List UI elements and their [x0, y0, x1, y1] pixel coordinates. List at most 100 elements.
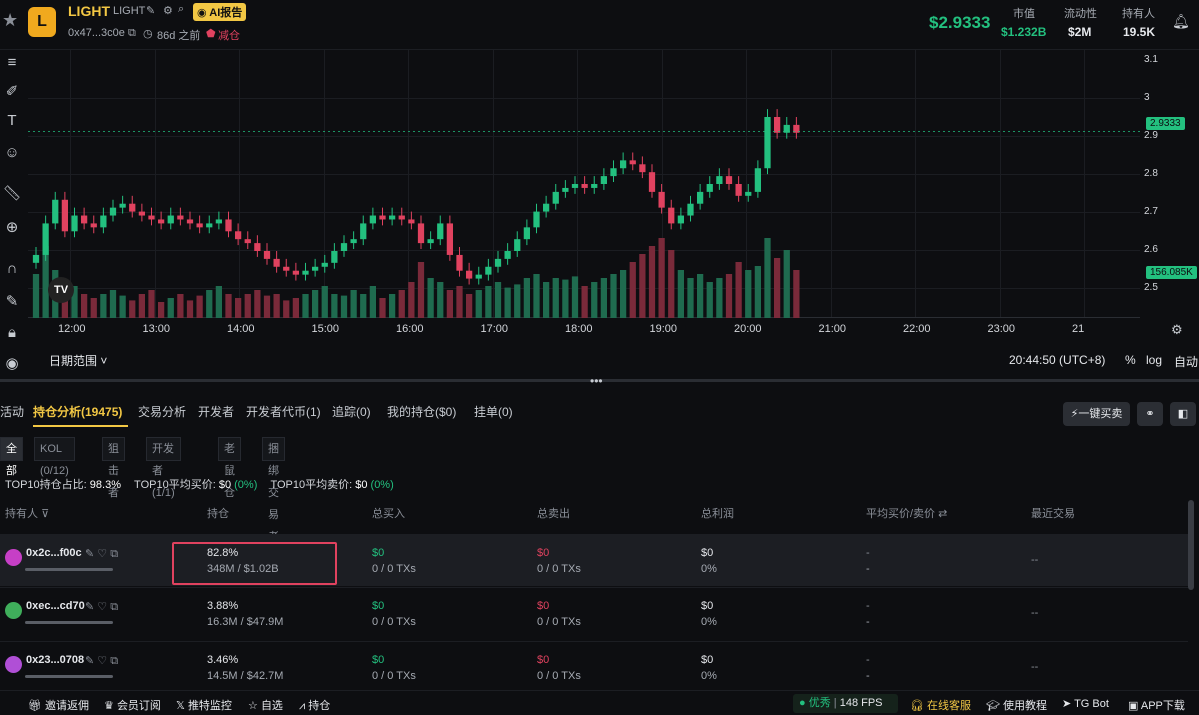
volume-bar: [437, 282, 444, 318]
tab-dev-tokens[interactable]: 开发者代币(1): [246, 405, 321, 419]
invite-link[interactable]: 🎁︎ 邀请返佣: [28, 697, 89, 713]
volume-bar: [109, 290, 117, 318]
volume-bar: [533, 274, 540, 318]
volume-bar: [254, 290, 261, 318]
y-tick-label: 3: [1144, 92, 1150, 103]
positions-label: 持仓: [308, 700, 331, 712]
holding-share-bar: [25, 568, 113, 571]
holder-address[interactable]: 0xec...cd70: [26, 600, 85, 612]
reduce-label: 减仓: [218, 30, 240, 42]
current-price: $2.9333: [929, 13, 991, 32]
filter-icon[interactable]: ⊽: [41, 508, 50, 520]
app-download-link[interactable]: ▣ APP下载: [1128, 697, 1185, 713]
text-icon[interactable]: T: [7, 112, 17, 129]
tutorial-link[interactable]: 🎓︎ 使用教程: [986, 697, 1047, 713]
volume-bar: [610, 274, 617, 318]
headset-icon: 🎧︎: [910, 700, 924, 712]
edit-icon[interactable]: ✎ ♡ ⧉: [85, 655, 119, 667]
edit-icon[interactable]: ✎ ♡ ⧉: [85, 601, 119, 613]
support-link[interactable]: 🎧︎ 在线客服: [910, 697, 971, 713]
edit-icon[interactable]: ✎ ♡ ⧉: [85, 548, 119, 560]
holding-pct: 3.88%: [207, 600, 239, 612]
volume-bar: [206, 290, 213, 318]
volume-bar: [562, 279, 569, 318]
tab-tracking[interactable]: 追踪(0): [332, 405, 371, 419]
copy-icon[interactable]: ⧉: [128, 27, 136, 39]
auto-toggle[interactable]: 自动: [1174, 355, 1199, 369]
edit-icon[interactable]: ✎: [146, 5, 156, 17]
tab-holdings[interactable]: 持仓分析(19475): [33, 405, 123, 419]
volume-bar: [494, 282, 502, 318]
filter-all[interactable]: 全部: [0, 437, 23, 477]
ai-report-button[interactable]: ◉ AI报告: [193, 3, 247, 21]
tab-developer[interactable]: 开发者: [198, 405, 235, 419]
star-outline-icon: ☆: [248, 700, 258, 712]
filter-rat-trading[interactable]: 老鼠仓: [218, 437, 241, 499]
volume-bar: [80, 294, 88, 318]
avg-sell-pct: (0%): [370, 479, 394, 491]
holding-amount: 14.5M / $42.7M: [207, 670, 284, 682]
lines-icon[interactable]: ≡: [7, 54, 17, 71]
search-icon[interactable]: ⌕: [178, 3, 185, 15]
settings-icon[interactable]: ⚙: [163, 5, 173, 17]
x-tick-label: 21: [1072, 323, 1085, 335]
lock-icon[interactable]: 🔒︎: [8, 324, 16, 341]
filter-bundled[interactable]: 捆绑交易者: [262, 437, 285, 543]
zoom-icon[interactable]: ⊕: [5, 219, 19, 236]
avatar: [5, 549, 22, 566]
tab-activity[interactable]: 活动: [0, 405, 25, 419]
volume-bar: [263, 295, 271, 318]
table-row[interactable]: 0xec...cd70 ✎ ♡ ⧉ 3.88% 16.3M / $47.9M $0 0 /…: [0, 587, 1188, 639]
candle-body: [610, 168, 617, 177]
brush-icon[interactable]: ✐: [5, 83, 19, 100]
last-trade: --: [1031, 554, 1039, 566]
token-address[interactable]: 0x47...3c0e: [68, 27, 125, 39]
col-holding: 持仓: [207, 508, 229, 520]
volume-bar: [129, 300, 136, 318]
swap-icon[interactable]: ⇄: [938, 508, 948, 520]
market-cap-label: 市值: [1013, 8, 1035, 20]
drag-handle-icon[interactable]: •••: [590, 374, 603, 388]
table-row[interactable]: 0x2c...f00c ✎ ♡ ⧉ 82.8% 348M / $1.02B $0 0 / …: [0, 534, 1188, 586]
tab-orders[interactable]: 挂单(0): [474, 405, 513, 419]
share-icon[interactable]: ⚭: [1137, 402, 1163, 426]
emoji-icon[interactable]: ☺: [4, 144, 20, 161]
lock-pen-icon[interactable]: ✎: [5, 293, 19, 310]
table-scrollbar[interactable]: [1188, 500, 1194, 590]
x-tick-label: 13:00: [142, 323, 171, 335]
support-label: 在线客服: [927, 700, 972, 712]
ruler-icon[interactable]: 📏︎: [2, 185, 22, 202]
volume-bar: [379, 298, 386, 318]
avatar: [5, 656, 22, 673]
filter-snipers[interactable]: 狙击者: [102, 437, 125, 499]
chart-settings-icon[interactable]: ⚙: [1171, 322, 1183, 337]
table-row[interactable]: 0x23...0708 ✎ ♡ ⧉ 3.46% 14.5M / $42.7M $0 0 /…: [0, 641, 1188, 693]
panel-toggle-icon[interactable]: ◧: [1170, 402, 1196, 426]
log-toggle[interactable]: log: [1146, 353, 1163, 367]
filter-developer[interactable]: 开发者 (1/1): [146, 437, 181, 499]
panel-resizer[interactable]: [0, 379, 1199, 382]
magnet-icon[interactable]: ∩: [6, 260, 18, 277]
top10-summary: TOP10持仓占比: 98.3% TOP10平均买价: $0 (0%) TOP1…: [5, 476, 394, 492]
one-click-trade-button[interactable]: ⚡一键买卖: [1063, 402, 1130, 426]
tab-my-holdings[interactable]: 我的持仓($0): [387, 405, 457, 419]
watchlist-link[interactable]: ☆ 自选: [248, 697, 283, 713]
tab-trade-analysis[interactable]: 交易分析: [138, 405, 187, 419]
total-profit: $0: [701, 654, 714, 666]
star-icon[interactable]: ★: [2, 10, 19, 30]
chart-icon: ⩘: [299, 700, 306, 712]
volume-bar: [186, 300, 194, 318]
tgbot-link[interactable]: ➤ TG Bot: [1062, 697, 1109, 710]
date-range-button[interactable]: 日期范围 ˅: [49, 354, 108, 368]
total-buy: $0: [372, 654, 385, 666]
bell-icon[interactable]: 🔔︎: [1172, 13, 1190, 29]
vip-link[interactable]: ♛ 会员订阅: [104, 697, 161, 713]
holder-address[interactable]: 0x2c...f00c: [26, 547, 82, 559]
holder-address[interactable]: 0x23...0708: [26, 654, 85, 666]
eye-icon[interactable]: ◉: [5, 355, 19, 372]
filter-kol[interactable]: KOL (0/12): [34, 437, 75, 477]
price-chart[interactable]: TV 12:00 13:00 14:00 15:00 16:00 17:00 18:00 19…: [28, 50, 1199, 380]
twitter-monitor-link[interactable]: 𝕏 推特监控: [176, 697, 232, 713]
percent-toggle[interactable]: %: [1125, 353, 1136, 367]
positions-link[interactable]: ⩘ 持仓: [299, 697, 330, 713]
